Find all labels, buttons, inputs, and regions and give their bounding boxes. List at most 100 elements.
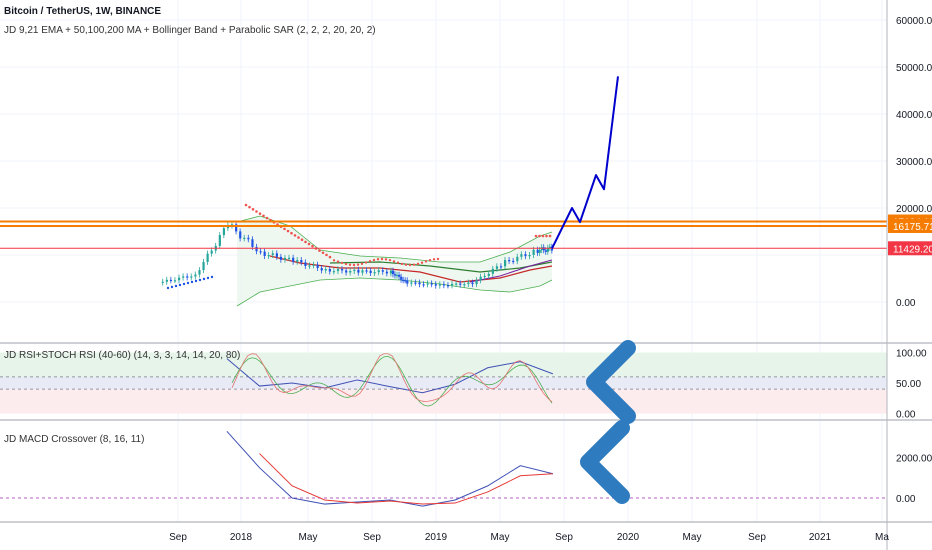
candle-body <box>328 269 331 272</box>
macd-tick-label: 0.00 <box>896 494 916 505</box>
sar-dot <box>364 261 368 264</box>
candle-body <box>451 283 454 286</box>
rsi-line <box>226 358 554 394</box>
sar-dot <box>432 258 436 261</box>
sar-dot <box>416 262 420 266</box>
candle-body <box>400 276 403 280</box>
candle-body <box>520 254 523 257</box>
sar-dot <box>248 205 251 209</box>
sar-dot <box>325 253 328 257</box>
sar-dot <box>251 208 255 211</box>
candle-body <box>422 284 425 286</box>
price-tick-label: 60000.00 <box>896 16 932 27</box>
price-pane[interactable] <box>0 76 887 307</box>
macd-title: JD MACD Crossover (8, 16, 11) <box>4 434 145 445</box>
candle-body <box>345 270 348 273</box>
time-tick-label: May <box>683 532 702 543</box>
sar-dot <box>360 262 364 265</box>
candle-body <box>210 250 213 254</box>
candle-body <box>300 259 303 263</box>
sar-dot <box>548 234 552 238</box>
candle-body <box>251 239 254 247</box>
bollinger-upper <box>236 215 553 263</box>
time-tick-label: Ma <box>875 532 889 543</box>
candle-body <box>410 282 413 284</box>
candle-body <box>230 224 234 226</box>
candle-body <box>463 284 466 286</box>
candle-body <box>404 280 407 282</box>
sar-dot <box>321 251 325 255</box>
candle-body <box>263 251 266 256</box>
candle-body <box>414 282 417 284</box>
rsi-tick-label: 50.00 <box>896 379 921 390</box>
candle-body <box>475 280 478 285</box>
sar-dot <box>408 263 412 267</box>
sar-dot <box>190 280 194 284</box>
candle-body <box>538 250 541 253</box>
sar-dot <box>262 214 265 218</box>
sar-dot <box>352 263 356 267</box>
candle-body <box>304 262 307 267</box>
rsi-pane[interactable] <box>0 352 887 414</box>
candle-body <box>544 250 547 252</box>
sar-dot <box>210 275 214 279</box>
sar-dot <box>541 234 545 238</box>
sar-dot <box>290 231 293 235</box>
candle-body <box>455 283 458 285</box>
time-tick-label: May <box>299 532 318 543</box>
candle-body <box>316 264 319 269</box>
sar-dot <box>396 261 400 264</box>
price-tick-label: 0.00 <box>896 298 916 309</box>
candle-body <box>504 260 507 267</box>
candle-body <box>373 272 376 274</box>
sar-dot <box>170 285 174 289</box>
sar-dot <box>428 258 432 262</box>
candle-body <box>391 270 395 275</box>
candle-body <box>471 282 474 285</box>
sar-dot <box>420 261 424 264</box>
candle-body <box>438 284 441 286</box>
rsi-tick-label: 100.00 <box>896 349 927 360</box>
candle-body <box>194 274 197 277</box>
sar-dot <box>356 263 360 266</box>
candle-body <box>275 253 278 257</box>
rsi-band-upper <box>0 352 887 377</box>
price-tick-label: 40000.00 <box>896 110 932 121</box>
candle-body <box>426 283 429 285</box>
candle-body <box>353 269 356 271</box>
sar-dot <box>424 260 428 263</box>
sar-dot <box>194 279 198 283</box>
candle-body <box>259 251 262 253</box>
candle-body <box>434 284 437 286</box>
candle-body <box>283 257 287 260</box>
candle-body <box>190 276 193 278</box>
candle-body <box>442 284 446 286</box>
price-marker-label: 16175.71 <box>893 222 932 233</box>
sar-dot <box>178 283 182 287</box>
candle-body <box>320 268 323 271</box>
candle-body <box>349 270 352 273</box>
candle-body <box>406 280 409 284</box>
sar-dot <box>186 281 190 285</box>
sar-dot <box>206 276 210 280</box>
candle-body <box>508 260 511 262</box>
candle-body <box>198 270 201 275</box>
candle-body <box>357 269 360 273</box>
candle-body <box>446 285 450 287</box>
candle-body <box>312 264 315 266</box>
candle-body <box>202 261 205 271</box>
sar-dot <box>380 257 384 261</box>
candle-body <box>483 275 486 278</box>
sar-dot <box>293 234 297 237</box>
candle-body <box>381 270 384 272</box>
time-tick-label: 2020 <box>617 532 640 543</box>
candle-body <box>218 235 221 246</box>
sar-dot <box>307 242 311 246</box>
sar-dot <box>332 259 336 262</box>
candle-body <box>430 283 433 285</box>
rsi-title: JD RSI+STOCH RSI (40-60) (14, 3, 3, 14, … <box>4 350 241 361</box>
macd-pane[interactable] <box>0 431 887 507</box>
candle-body <box>479 276 482 281</box>
candle-body <box>341 269 344 271</box>
